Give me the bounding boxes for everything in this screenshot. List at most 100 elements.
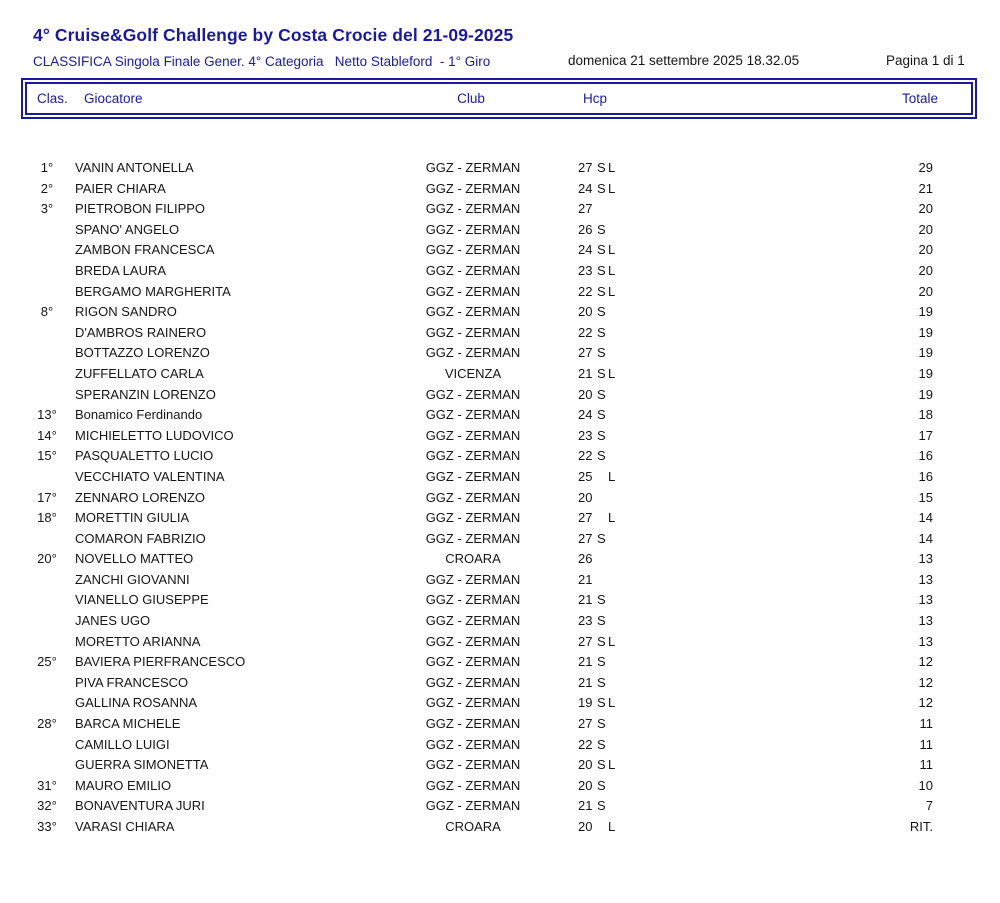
row-total: 20 — [918, 262, 933, 278]
row-hcp-value: 22 — [578, 283, 593, 299]
row-total: 20 — [918, 201, 933, 217]
table-row: GALLINA ROSANNA GGZ - ZERMAN 19 S L 12 — [0, 693, 1000, 714]
row-hcp-value: 20 — [578, 819, 593, 834]
row-hcp-value: 27 — [578, 633, 593, 649]
row-hcp-value: 22 — [578, 736, 593, 752]
row-club: GGZ - ZERMAN — [425, 324, 521, 340]
row-position: 15° — [37, 448, 57, 464]
column-header-hcp: Hcp — [583, 91, 608, 106]
row-total: 20 — [918, 242, 933, 258]
row-hcp-value: 20 — [578, 304, 593, 320]
row-hcp: 21 S — [578, 673, 608, 694]
results-table: 1° VANIN ANTONELLA GGZ - ZERMAN 27 S L 29 … — [0, 158, 1000, 838]
row-hcp-value: 26 — [578, 221, 593, 237]
report-subtitle: CLASSIFICA Singola Finale Gener. 4° Cate… — [33, 54, 491, 69]
row-hcp-l-flag: L — [608, 242, 616, 258]
row-hcp: 20 S — [578, 385, 608, 406]
row-hcp-value: 21 — [578, 798, 593, 814]
row-hcp: 27 S — [578, 529, 608, 550]
row-hcp-value: 21 — [578, 674, 593, 690]
row-club: GGZ - ZERMAN — [425, 510, 521, 526]
table-row: ZAMBON FRANCESCA GGZ - ZERMAN 24 S L 20 — [0, 240, 1000, 261]
row-player-name: PIETROBON FILIPPO — [75, 201, 206, 217]
row-hcp-l-flag: L — [608, 160, 616, 175]
column-header-clas: Clas. — [37, 91, 68, 106]
row-player-name: MAURO EMILIO — [75, 777, 172, 793]
row-hcp: 25 L — [578, 467, 615, 488]
row-hcp-s-flag: S — [597, 695, 606, 711]
row-player-name: BREDA LAURA — [75, 262, 167, 278]
table-row: 13° Bonamico Ferdinando GGZ - ZERMAN 24 S… — [0, 405, 1000, 426]
row-hcp: 21 S L — [578, 364, 615, 385]
row-club: VICENZA — [444, 365, 502, 381]
row-position: 32° — [37, 798, 57, 814]
row-player-name: BOTTAZZO LORENZO — [75, 345, 210, 361]
row-hcp-s-flag: S — [597, 427, 606, 443]
row-hcp-value: 27 — [578, 510, 593, 526]
row-hcp-l-flag: L — [608, 283, 616, 299]
table-row: 17° ZENNARO LORENZO GGZ - ZERMAN 20 15 — [0, 488, 1000, 509]
row-club: GGZ - ZERMAN — [425, 674, 521, 690]
row-player-name: ZENNARO LORENZO — [75, 489, 206, 505]
row-total: 13 — [918, 551, 933, 567]
row-total: 20 — [918, 221, 933, 237]
row-hcp-l-flag: L — [608, 180, 616, 196]
row-hcp: 23 S — [578, 426, 608, 447]
row-total: 16 — [918, 448, 933, 464]
row-club: GGZ - ZERMAN — [425, 798, 521, 814]
row-player-name: BONAVENTURA JURI — [75, 798, 205, 814]
row-player-name: PAIER CHIARA — [75, 180, 166, 196]
row-club: GGZ - ZERMAN — [425, 530, 521, 546]
row-hcp: 27 — [578, 199, 608, 220]
row-hcp: 21 S — [578, 652, 608, 673]
row-hcp-value: 20 — [578, 777, 593, 793]
row-position: 8° — [40, 304, 54, 320]
row-hcp: 20 L — [578, 817, 615, 838]
row-club: GGZ - ZERMAN — [425, 592, 521, 608]
row-position: 2° — [40, 180, 54, 196]
row-hcp-value: 25 — [578, 468, 593, 484]
row-hcp: 22 S — [578, 446, 608, 467]
row-player-name: Bonamico Ferdinando — [75, 407, 203, 423]
row-position: 28° — [37, 716, 57, 732]
row-hcp-value: 21 — [578, 571, 593, 587]
row-hcp-s-flag: S — [597, 324, 606, 340]
row-hcp-s-flag: S — [597, 592, 606, 608]
row-player-name: MORETTIN GIULIA — [75, 510, 190, 526]
row-club: GGZ - ZERMAN — [425, 468, 521, 484]
row-player-name: BAVIERA PIERFRANCESCO — [75, 654, 246, 670]
row-player-name: COMARON FABRIZIO — [75, 530, 206, 546]
row-hcp: 21 S — [578, 590, 608, 611]
table-row: 25° BAVIERA PIERFRANCESCO GGZ - ZERMAN 2… — [0, 652, 1000, 673]
row-hcp: 27 S L — [578, 632, 615, 653]
table-row: 2° PAIER CHIARA GGZ - ZERMAN 24 S L 21 — [0, 179, 1000, 200]
row-total: 15 — [918, 489, 933, 505]
table-header-row: Clas. Giocatore Club Hcp Totale — [25, 82, 973, 115]
row-hcp-value: 27 — [578, 716, 593, 732]
table-row: GUERRA SIMONETTA GGZ - ZERMAN 20 S L 11 — [0, 755, 1000, 776]
row-hcp-s-flag: S — [597, 160, 606, 175]
row-hcp-s-flag: S — [597, 674, 606, 690]
row-hcp: 20 S L — [578, 755, 615, 776]
row-player-name: VARASI CHIARA — [75, 819, 175, 834]
row-club: GGZ - ZERMAN — [425, 448, 521, 464]
row-hcp-s-flag: S — [597, 654, 606, 670]
row-hcp: 22 S L — [578, 282, 615, 303]
table-row: 18° MORETTIN GIULIA GGZ - ZERMAN 27 L 14 — [0, 508, 1000, 529]
row-total: 19 — [918, 324, 933, 340]
table-row: 1° VANIN ANTONELLA GGZ - ZERMAN 27 S L 29 — [0, 158, 1000, 179]
table-row: COMARON FABRIZIO GGZ - ZERMAN 27 S 14 — [0, 529, 1000, 550]
row-total: 29 — [918, 160, 933, 175]
row-total: 17 — [918, 427, 933, 443]
row-club: GGZ - ZERMAN — [425, 201, 521, 217]
table-row: 14° MICHIELETTO LUDOVICO GGZ - ZERMAN 23… — [0, 426, 1000, 447]
row-hcp-s-flag: S — [597, 283, 606, 299]
row-player-name: GALLINA ROSANNA — [75, 695, 198, 711]
page-indicator: Pagina 1 di 1 — [886, 53, 965, 68]
table-row: 28° BARCA MICHELE GGZ - ZERMAN 27 S 11 — [0, 714, 1000, 735]
row-player-name: BERGAMO MARGHERITA — [75, 283, 231, 299]
table-row: VIANELLO GIUSEPPE GGZ - ZERMAN 21 S 13 — [0, 590, 1000, 611]
row-hcp: 24 S L — [578, 179, 615, 200]
table-row: BERGAMO MARGHERITA GGZ - ZERMAN 22 S L 20 — [0, 282, 1000, 303]
column-header-totale: Totale — [901, 91, 938, 106]
